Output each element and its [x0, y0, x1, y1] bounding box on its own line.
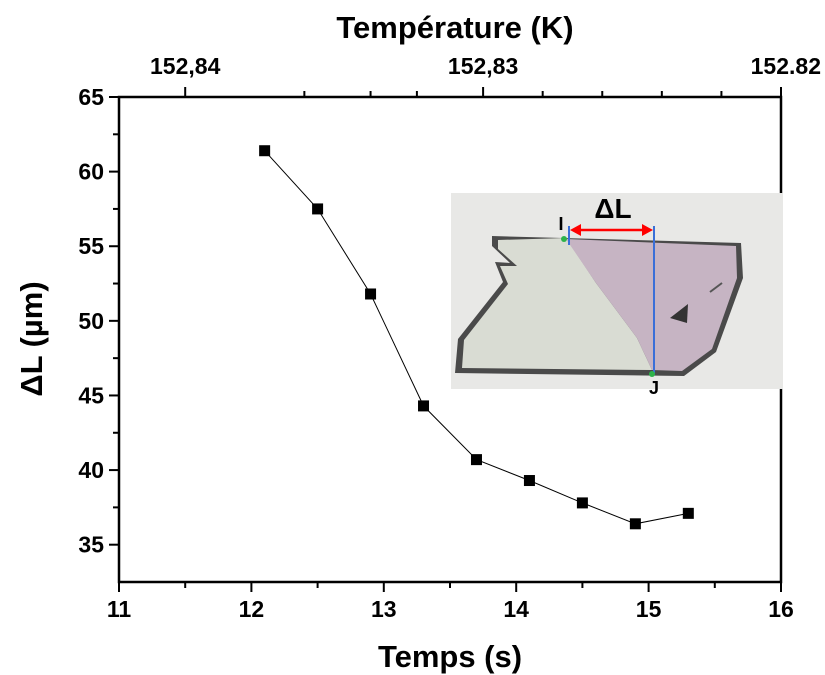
top-tick-label: 152.82	[751, 53, 821, 79]
point-i-label: I	[558, 214, 563, 234]
y-tick-label: 45	[78, 382, 104, 408]
series-points	[259, 145, 694, 530]
data-point	[682, 507, 694, 519]
data-point	[365, 288, 377, 300]
y-axis-title: ΔL (µm)	[14, 281, 49, 396]
crystal-pink-region	[566, 239, 737, 371]
y-tick-label: 65	[78, 84, 104, 110]
data-point	[470, 454, 482, 466]
top-axis: 152,84 152,83 152.82	[150, 53, 821, 97]
x-tick-label: 13	[371, 596, 397, 622]
data-point	[418, 400, 430, 412]
top-tick-label: 152,83	[448, 53, 518, 79]
top-tick-label: 152,84	[150, 53, 221, 79]
data-point	[523, 475, 535, 487]
delta-arrow-left-head	[570, 224, 581, 236]
y-tick-label: 40	[78, 457, 104, 483]
inset-micrograph: ΔL I J	[451, 193, 783, 398]
y-tick-label: 50	[78, 308, 104, 334]
point-j-label: J	[649, 378, 659, 398]
delta-arrow-right-head	[642, 224, 653, 236]
data-point	[259, 145, 271, 157]
x-tick-label: 16	[768, 596, 794, 622]
y-tick-label: 60	[78, 159, 104, 185]
crystal-light-region	[462, 238, 652, 370]
bottom-axis: 11 12 13 14 15 16	[107, 582, 794, 622]
x-tick-label: 12	[239, 596, 265, 622]
inset-delta-label: ΔL	[594, 193, 631, 224]
x-tick-label: 15	[636, 596, 662, 622]
data-point	[312, 203, 324, 215]
point-j-marker	[649, 371, 655, 377]
y-tick-label: 55	[78, 233, 104, 259]
point-i-marker	[561, 236, 567, 242]
x-axis-title: Temps (s)	[378, 639, 522, 674]
left-axis: 35 40 45 50 55 60 65	[78, 84, 119, 558]
data-point	[629, 518, 641, 530]
crystal-inclusion	[670, 304, 688, 323]
crystal-scratch	[709, 282, 723, 293]
x-tick-label: 11	[107, 596, 132, 622]
y-tick-label: 35	[78, 532, 104, 558]
x-tick-label: 14	[503, 596, 529, 622]
data-point	[576, 497, 588, 509]
top-axis-title: Température (K)	[336, 10, 573, 45]
